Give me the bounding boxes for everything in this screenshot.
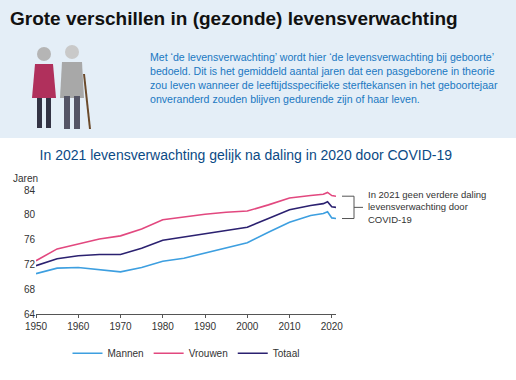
svg-text:Mannen: Mannen: [108, 348, 144, 359]
svg-text:64: 64: [24, 309, 36, 320]
html-text:Grote verschillen in (gezonde): Grote verschillen in (gezonde) levensver…: [10, 8, 458, 29]
svg-text:2000: 2000: [236, 321, 259, 332]
svg-text:76: 76: [24, 234, 36, 245]
svg-text:In 2021 geen verdere dalinglev: In 2021 geen verdere dalinglevensverwach…: [368, 189, 486, 225]
svg-text:2020: 2020: [321, 321, 344, 332]
svg-text:Totaal: Totaal: [273, 348, 300, 359]
svg-text:1990: 1990: [194, 321, 217, 332]
svg-text:1960: 1960: [67, 321, 90, 332]
svg-text:1970: 1970: [109, 321, 132, 332]
svg-text:Jaren: Jaren: [13, 173, 38, 184]
svg-text:2010: 2010: [278, 321, 301, 332]
svg-text:72: 72: [24, 259, 36, 270]
svg-text:80: 80: [24, 209, 36, 220]
svg-text:Vrouwen: Vrouwen: [189, 348, 228, 359]
svg-text:1950: 1950: [25, 321, 48, 332]
svg-text:In 2021 levensverwachting geli: In 2021 levensverwachting gelijk na dali…: [40, 147, 453, 163]
svg-text:1980: 1980: [152, 321, 175, 332]
html-text:Met ‘de levensverwachting’ wor: Met ‘de levensverwachting’ wordt hier ‘d…: [150, 51, 498, 105]
svg-text:84: 84: [24, 185, 36, 196]
svg-text:68: 68: [24, 284, 36, 295]
